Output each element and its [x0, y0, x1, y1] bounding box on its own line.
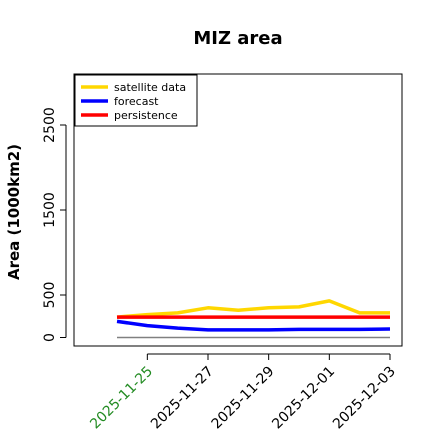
y-tick-label: 1500 — [42, 192, 58, 228]
y-axis: 0 500 1500 2500 — [42, 107, 67, 342]
x-tick-label: 2025-11-25 — [87, 364, 156, 433]
y-axis-label: Area (1000km2) — [5, 144, 23, 280]
series-line-satellite-data — [116, 299, 390, 319]
chart-title: MIZ area — [193, 28, 282, 49]
x-tick-label: 2025-12-03 — [330, 364, 399, 433]
series-line-forecast — [116, 319, 391, 332]
series-lines — [116, 299, 391, 332]
legend-label: satellite data — [114, 81, 186, 94]
y-tick-label: 2500 — [42, 107, 58, 143]
x-tick-label: 2025-12-01 — [269, 364, 338, 433]
x-axis: 2025-11-252025-11-272025-11-292025-12-01… — [87, 353, 399, 433]
y-tick-label: 500 — [42, 282, 58, 309]
y-tick-label: 0 — [42, 333, 58, 342]
x-tick-label: 2025-11-29 — [209, 364, 278, 433]
legend-label: persistence — [114, 109, 178, 122]
x-tick-label: 2025-11-27 — [148, 364, 217, 433]
legend-label: forecast — [114, 95, 159, 108]
plot-frame — [73, 73, 403, 347]
